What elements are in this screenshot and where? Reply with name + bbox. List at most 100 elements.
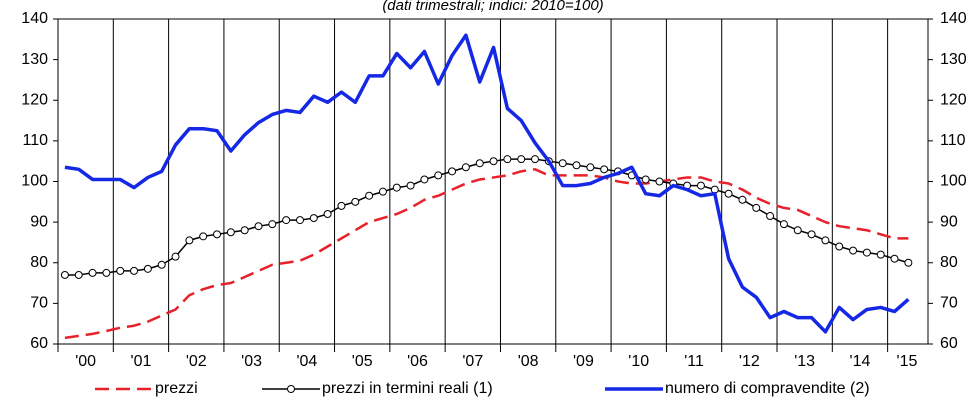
- plot-frame: [57, 18, 929, 345]
- point: [88, 268, 97, 277]
- point: [835, 242, 844, 251]
- point: [572, 161, 581, 170]
- point: [517, 155, 526, 164]
- y-tick-label: 90: [30, 213, 48, 230]
- y-tick-label: 80: [30, 254, 48, 271]
- point: [738, 195, 747, 204]
- x-tick-label: '15: [897, 353, 918, 370]
- point: [489, 157, 498, 166]
- point: [849, 246, 858, 255]
- point: [821, 236, 830, 245]
- point: [130, 266, 139, 275]
- point: [323, 210, 332, 218]
- point: [600, 165, 609, 174]
- x-tick-label: '06: [407, 353, 428, 370]
- legend-label: numero di compravendite (2): [665, 380, 870, 397]
- point: [779, 220, 788, 229]
- point: [586, 163, 595, 172]
- point: [752, 203, 761, 212]
- point: [904, 258, 913, 267]
- point: [448, 167, 457, 176]
- point: [74, 270, 83, 279]
- chart-subtitle: (dati trimestrali; indici: 2010=100): [382, 0, 603, 14]
- point: [434, 171, 443, 180]
- point: [696, 181, 705, 190]
- point: [199, 232, 208, 241]
- point: [309, 214, 318, 223]
- point: [337, 201, 346, 210]
- legend-label: prezzi in termini reali (1): [322, 380, 493, 397]
- x-tick-label: '10: [628, 353, 649, 370]
- x-tick-label: '05: [352, 353, 373, 370]
- legend-marker: [287, 385, 295, 393]
- y-tick-label: 130: [21, 51, 48, 68]
- point: [268, 220, 277, 229]
- y-tick-label: 100: [21, 173, 48, 190]
- y2-tick-label: 130: [940, 51, 967, 68]
- x-tick-label: '01: [131, 353, 152, 370]
- series-line: [64, 168, 909, 340]
- point: [116, 266, 125, 275]
- point: [295, 216, 304, 225]
- point: [392, 183, 401, 192]
- y2-tick-label: 80: [940, 254, 958, 271]
- y2-tick-label: 120: [940, 91, 967, 108]
- y2-tick-label: 100: [940, 173, 967, 190]
- point: [420, 175, 429, 184]
- point: [171, 252, 180, 261]
- x-tick-label: '03: [241, 353, 262, 370]
- point: [365, 191, 374, 200]
- point: [461, 163, 470, 172]
- x-tick-label: '09: [573, 353, 594, 370]
- y2-tick-label: 140: [940, 10, 967, 27]
- x-tick-label: '12: [739, 353, 760, 370]
- point: [226, 228, 235, 237]
- x-tick-label: '14: [850, 353, 871, 370]
- point: [558, 159, 567, 168]
- point: [351, 197, 360, 206]
- y-tick-label: 110: [22, 132, 48, 149]
- point: [876, 250, 885, 259]
- point: [254, 222, 263, 231]
- x-tick-label: '07: [462, 353, 483, 370]
- point: [641, 175, 650, 184]
- x-tick-label: '08: [518, 353, 539, 370]
- point: [503, 155, 512, 164]
- x-tick-label: '04: [296, 353, 317, 370]
- point: [475, 159, 484, 168]
- y-tick-label: 70: [30, 295, 48, 312]
- point: [213, 230, 222, 239]
- point: [531, 155, 540, 164]
- y-tick-label: 60: [30, 335, 48, 352]
- x-tick-label: '02: [186, 353, 207, 370]
- legend-label: prezzi: [155, 380, 198, 397]
- point: [406, 181, 415, 190]
- point: [378, 187, 387, 196]
- point: [862, 248, 871, 257]
- y-tick-label: 140: [21, 10, 48, 27]
- point: [807, 230, 816, 239]
- series-line: [64, 158, 909, 276]
- point: [185, 236, 194, 245]
- point: [655, 177, 664, 186]
- point: [793, 226, 802, 235]
- point: [766, 212, 775, 221]
- point: [102, 268, 111, 277]
- y2-tick-label: 90: [940, 213, 958, 230]
- x-tick-label: '11: [684, 353, 704, 370]
- point: [890, 254, 899, 263]
- y2-tick-label: 60: [940, 335, 958, 352]
- y-tick-label: 120: [21, 91, 48, 108]
- point: [282, 216, 291, 225]
- point: [157, 260, 166, 269]
- point: [60, 270, 69, 279]
- y2-tick-label: 110: [940, 132, 966, 149]
- point: [143, 264, 152, 273]
- point: [240, 226, 249, 235]
- y2-tick-label: 70: [940, 295, 958, 312]
- point: [724, 189, 733, 198]
- x-tick-label: '00: [75, 353, 96, 370]
- x-tick-label: '13: [794, 353, 815, 370]
- series-line: [64, 33, 910, 334]
